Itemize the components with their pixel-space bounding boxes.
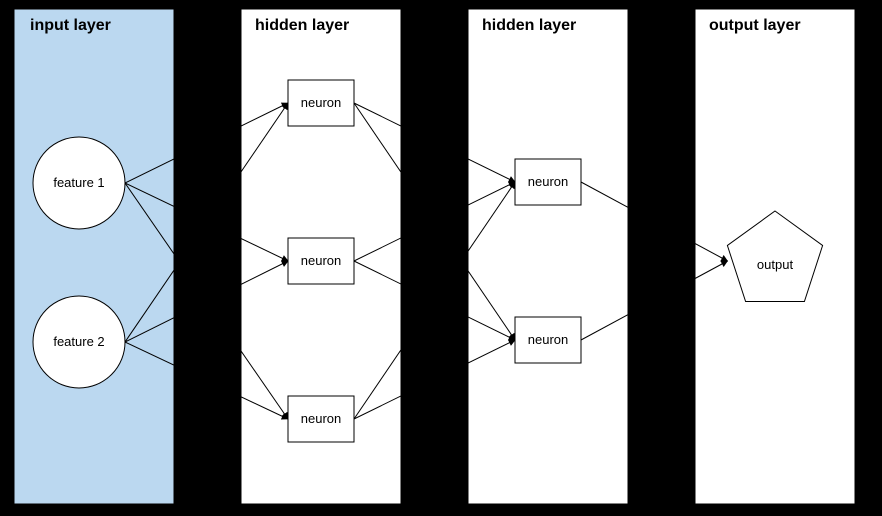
layer-hidden2 bbox=[468, 9, 628, 504]
layer-title-input: input layer bbox=[30, 17, 111, 34]
edges bbox=[125, 103, 728, 419]
layer-input bbox=[14, 9, 174, 504]
node-label-h2a: neuron bbox=[528, 174, 568, 189]
node-label-out: output bbox=[757, 257, 794, 272]
node-label-h1b: neuron bbox=[301, 253, 341, 268]
node-h1a: neuron bbox=[288, 80, 354, 126]
node-label-h1c: neuron bbox=[301, 411, 341, 426]
node-label-h1a: neuron bbox=[301, 95, 341, 110]
node-h1c: neuron bbox=[288, 396, 354, 442]
node-f1: feature 1 bbox=[33, 137, 125, 229]
node-label-f2: feature 2 bbox=[53, 334, 104, 349]
layer-title-hidden1: hidden layer bbox=[255, 17, 349, 34]
node-h2a: neuron bbox=[515, 159, 581, 205]
layer-title-output: output layer bbox=[709, 17, 801, 34]
node-label-f1: feature 1 bbox=[53, 175, 104, 190]
node-h1b: neuron bbox=[288, 238, 354, 284]
node-h2b: neuron bbox=[515, 317, 581, 363]
node-f2: feature 2 bbox=[33, 296, 125, 388]
node-label-h2b: neuron bbox=[528, 332, 568, 347]
layer-title-hidden2: hidden layer bbox=[482, 17, 576, 34]
